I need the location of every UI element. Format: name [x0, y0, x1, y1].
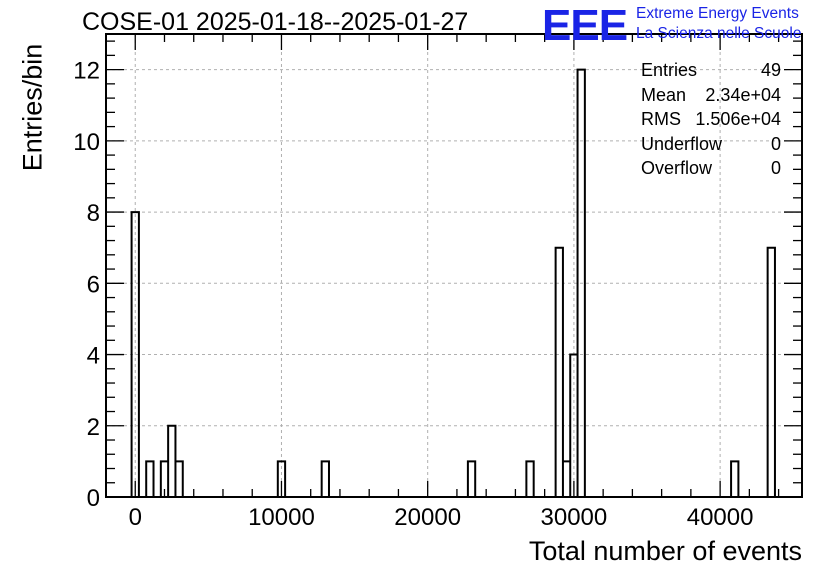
histogram-bin	[556, 248, 563, 497]
histogram-bin	[563, 461, 570, 497]
eee-logo-text: Extreme Energy Events La Scienza nelle S…	[636, 4, 801, 44]
eee-logo: EEE	[542, 1, 628, 50]
y-tick-label: 6	[87, 271, 100, 298]
y-axis-label: Entries/bin	[17, 43, 48, 172]
stats-key: Underflow	[641, 133, 723, 154]
stats-row-rms: RMS 1.506e+04	[641, 107, 781, 132]
x-axis-label: Total number of events	[528, 536, 802, 566]
y-tick-label: 2	[87, 414, 100, 441]
stats-value: 0	[770, 158, 781, 178]
stats-row-overflow: Overflow 0	[641, 156, 781, 181]
stats-key: Mean	[641, 84, 687, 105]
x-tick-label: 20000	[394, 504, 461, 531]
y-tick-label: 8	[87, 200, 100, 227]
x-tick-label: 30000	[541, 504, 608, 531]
histogram-bin	[526, 461, 533, 497]
stats-value: 0	[770, 133, 781, 154]
y-tick-label: 0	[87, 485, 100, 512]
plot-frame	[105, 33, 803, 498]
histogram-bin	[468, 461, 475, 497]
histogram-bin	[731, 461, 738, 497]
stats-key: Entries	[641, 60, 698, 80]
stats-box: Entries 49 Mean 2.34e+04 RMS 1.506e+04 U…	[641, 58, 781, 181]
logo-line-1: Extreme Energy Events	[636, 5, 799, 22]
histogram-bin	[168, 426, 175, 497]
x-tick-label: 40000	[687, 504, 754, 531]
stats-value: 2.34e+04	[705, 84, 781, 105]
stats-value: 49	[760, 60, 781, 80]
stats-row-mean: Mean 2.34e+04	[641, 83, 781, 108]
y-tick-label: 4	[87, 343, 100, 370]
stats-row-entries: Entries 49	[641, 58, 781, 83]
histogram-bin	[175, 461, 182, 497]
y-tick-label: 10	[73, 129, 100, 156]
histogram-bin	[322, 461, 329, 497]
histogram-bin	[768, 248, 775, 497]
chart-title: COSE-01 2025-01-18--2025-01-27	[82, 8, 469, 36]
histogram-outline	[106, 68, 802, 498]
stats-row-underflow: Underflow 0	[641, 132, 781, 157]
x-tick-label: 0	[129, 504, 142, 531]
stats-key: RMS	[641, 109, 681, 129]
stats-key: Overflow	[641, 158, 713, 178]
stats-value: 1.506e+04	[695, 109, 781, 129]
x-tick-label: 10000	[248, 504, 315, 531]
histogram-bin	[146, 461, 153, 497]
logo-line-2: La Scienza nelle Scuole	[636, 25, 802, 42]
y-tick-label: 12	[73, 58, 100, 85]
